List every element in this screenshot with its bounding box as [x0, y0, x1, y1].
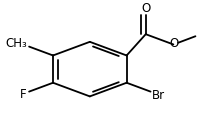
- Text: CH₃: CH₃: [5, 37, 27, 50]
- Text: F: F: [20, 88, 27, 101]
- Text: O: O: [170, 37, 179, 50]
- Text: O: O: [141, 2, 150, 15]
- Text: Br: Br: [152, 88, 165, 102]
